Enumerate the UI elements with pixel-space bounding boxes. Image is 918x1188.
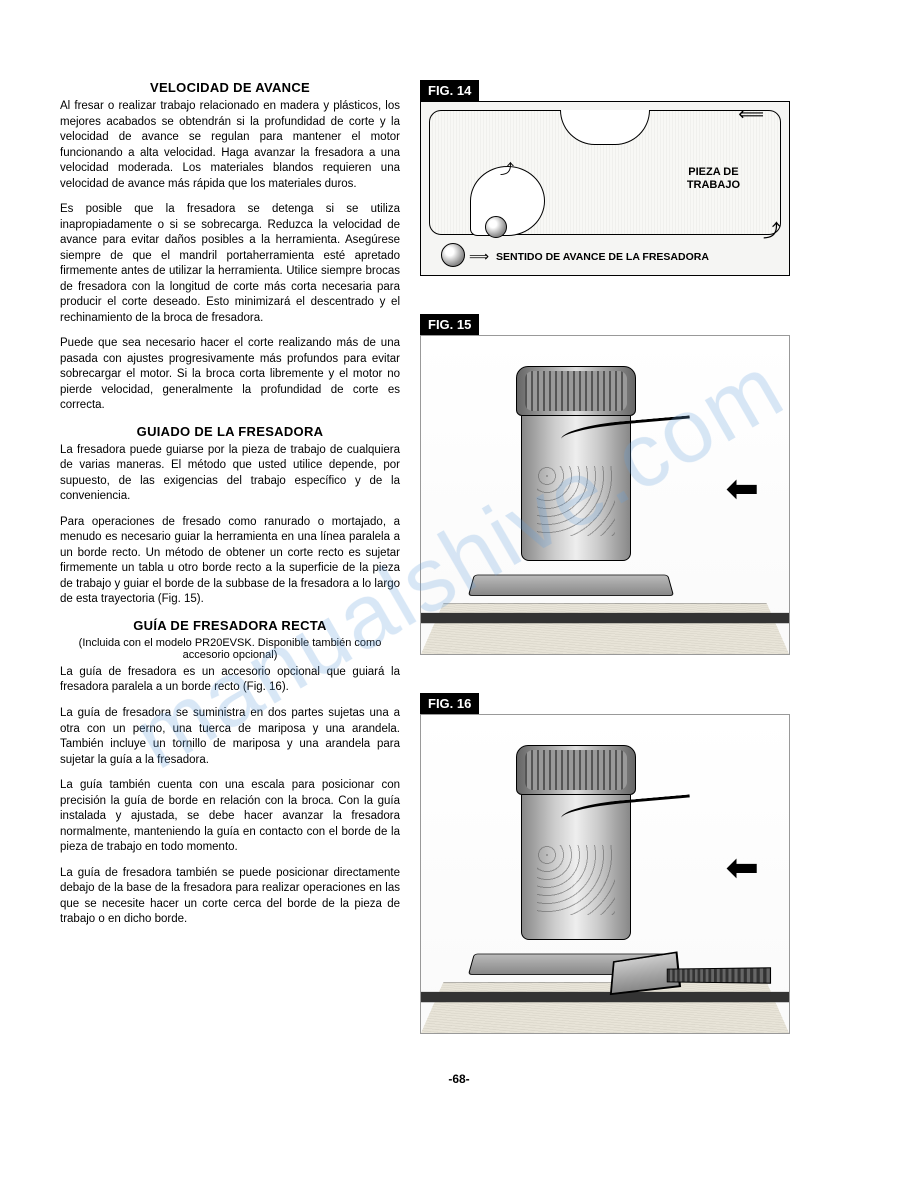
fig14-sentido-label: SENTIDO DE AVANCE DE LA FRESADORA [496, 251, 709, 263]
left-text-column: VELOCIDAD DE AVANCE Al fresar o realizar… [60, 80, 400, 1042]
figure-16: FIG. 16 ⬅ [420, 693, 858, 1034]
fig16-router-body [511, 745, 641, 945]
heading-guiado: GUIADO DE LA FRESADORA [60, 424, 400, 439]
guiado-p2: Para operaciones de fresado como ranurad… [60, 515, 400, 608]
fig14-router-icon-inner [485, 216, 507, 238]
fig15-illustration: ⬅ [420, 335, 790, 655]
fig16-label: FIG. 16 [420, 693, 479, 714]
fig14-arrow-top: ⟸ [738, 104, 764, 125]
fig15-wood-groove [420, 613, 790, 623]
velocidad-p2: Es posible que la fresadora se detenga s… [60, 202, 400, 326]
guia-recta-subheading: (Incluida con el modelo PR20EVSK. Dispon… [60, 637, 400, 661]
fig15-motor-top [516, 366, 636, 416]
guiado-p1: La fresadora puede guiarse por la pieza … [60, 443, 400, 505]
heading-guia-recta: GUÍA DE FRESADORA RECTA [60, 618, 400, 633]
heading-velocidad: VELOCIDAD DE AVANCE [60, 80, 400, 95]
fig15-direction-arrow: ⬅ [725, 466, 759, 512]
fig15-vents [537, 466, 615, 536]
guia-recta-p4: La guía de fresadora también se puede po… [60, 866, 400, 928]
fig15-motor-fins [525, 371, 627, 411]
fig16-illustration: ⬅ [420, 714, 790, 1034]
fig14-arrow-bottom: ⟹ [469, 248, 489, 265]
figure-14: FIG. 14 PIEZA DETRABAJO ⤴ ⟸ ⤴ ⟹ SENTIDO … [420, 80, 858, 276]
fig14-router-icon [441, 243, 465, 267]
guia-recta-p1: La guía de fresadora es un accesorio opc… [60, 665, 400, 696]
fig14-pieza-label: PIEZA DETRABAJO [687, 166, 740, 192]
right-figures-column: FIG. 14 PIEZA DETRABAJO ⤴ ⟸ ⤴ ⟹ SENTIDO … [420, 80, 858, 1042]
fig15-router-base [468, 575, 674, 596]
figure-15: FIG. 15 ⬅ [420, 314, 858, 655]
fig14-notch [560, 110, 650, 145]
guia-recta-p2: La guía de fresadora se suministra en do… [60, 706, 400, 768]
fig16-motor-top [516, 745, 636, 795]
fig16-guide-rail [667, 967, 771, 984]
page-container: VELOCIDAD DE AVANCE Al fresar o realizar… [60, 80, 858, 1042]
fig14-diagram: PIEZA DETRABAJO ⤴ ⟸ ⤴ ⟹ SENTIDO DE AVANC… [420, 101, 790, 276]
fig15-router-body [511, 366, 641, 566]
velocidad-p1: Al fresar o realizar trabajo relacionado… [60, 99, 400, 192]
fig16-direction-arrow: ⬅ [725, 845, 759, 891]
fig14-arrow-hole: ⤴ [500, 159, 514, 179]
fig16-vents [537, 845, 615, 915]
fig16-motor-fins [525, 750, 627, 790]
page-number: -68- [60, 1072, 858, 1086]
fig16-edge-guide [609, 953, 759, 1003]
fig14-label: FIG. 14 [420, 80, 479, 101]
fig15-wood-surface [421, 603, 789, 654]
velocidad-p3: Puede que sea necesario hacer el corte r… [60, 336, 400, 414]
fig15-label: FIG. 15 [420, 314, 479, 335]
guia-recta-p3: La guía también cuenta con una escala pa… [60, 778, 400, 856]
fig14-workpiece-shape: PIEZA DETRABAJO ⤴ [429, 110, 781, 235]
fig14-arrow-right: ⤴ [763, 217, 781, 243]
